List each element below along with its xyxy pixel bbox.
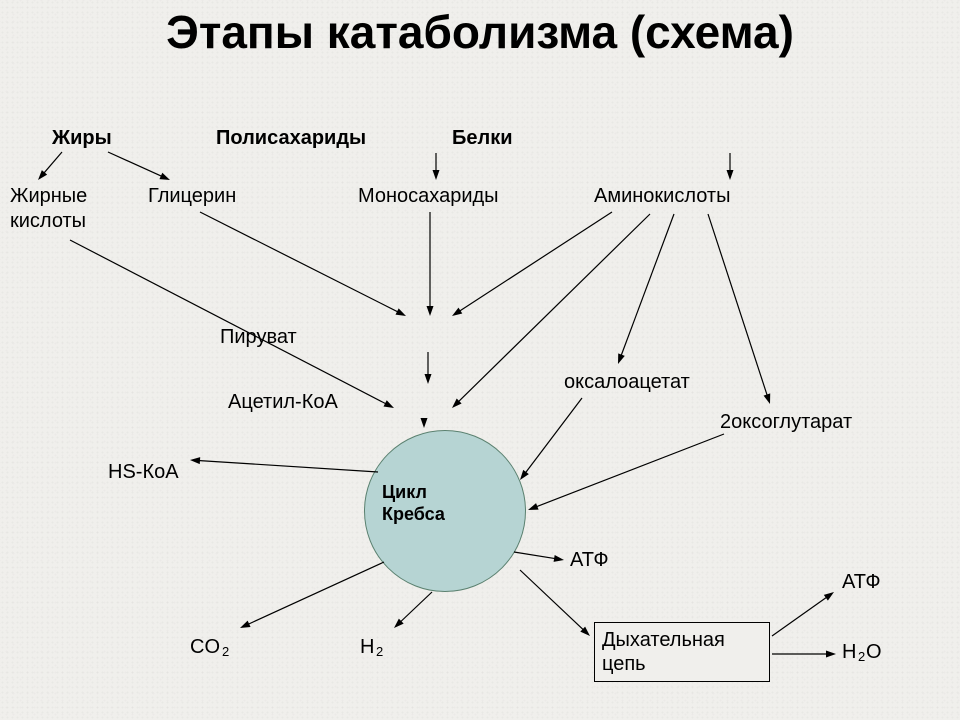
- node-polysacch: Полисахариды: [216, 126, 366, 151]
- node-2oxoglutarate: 2оксоглутарат: [720, 410, 852, 435]
- node-fatty-acids: Жирные кислоты: [10, 184, 87, 234]
- node-oxaloacetate: оксалоацетат: [564, 370, 690, 395]
- node-pyruvate: Пируват: [220, 325, 297, 350]
- node-co2-sub: 2: [222, 644, 229, 660]
- node-glycerol: Глицерин: [148, 184, 236, 209]
- node-h2: H: [360, 635, 374, 660]
- node-hs-coa: HS-КоА: [108, 460, 179, 485]
- node-proteins: Белки: [452, 126, 513, 151]
- node-h2o-o: O: [866, 640, 882, 665]
- node-co2: CO: [190, 635, 220, 660]
- node-acetylcoa: Ацетил-КоА: [228, 390, 338, 415]
- respiratory-chain-label: Дыхательная цепь: [602, 628, 725, 676]
- node-aminoacids: Аминокислоты: [594, 184, 730, 209]
- node-h2-sub: 2: [376, 644, 383, 660]
- node-atp-1: АТФ: [570, 548, 609, 573]
- node-h2o: H: [842, 640, 856, 665]
- node-h2o-sub: 2: [858, 649, 865, 665]
- krebs-cycle-label: Цикл Кребса: [382, 482, 445, 525]
- node-monosacch: Моносахариды: [358, 184, 499, 209]
- diagram-title: Этапы катаболизма (схема): [0, 6, 960, 59]
- node-fats: Жиры: [52, 126, 112, 151]
- node-atp-2: АТФ: [842, 570, 881, 595]
- arrows-layer: [0, 0, 960, 720]
